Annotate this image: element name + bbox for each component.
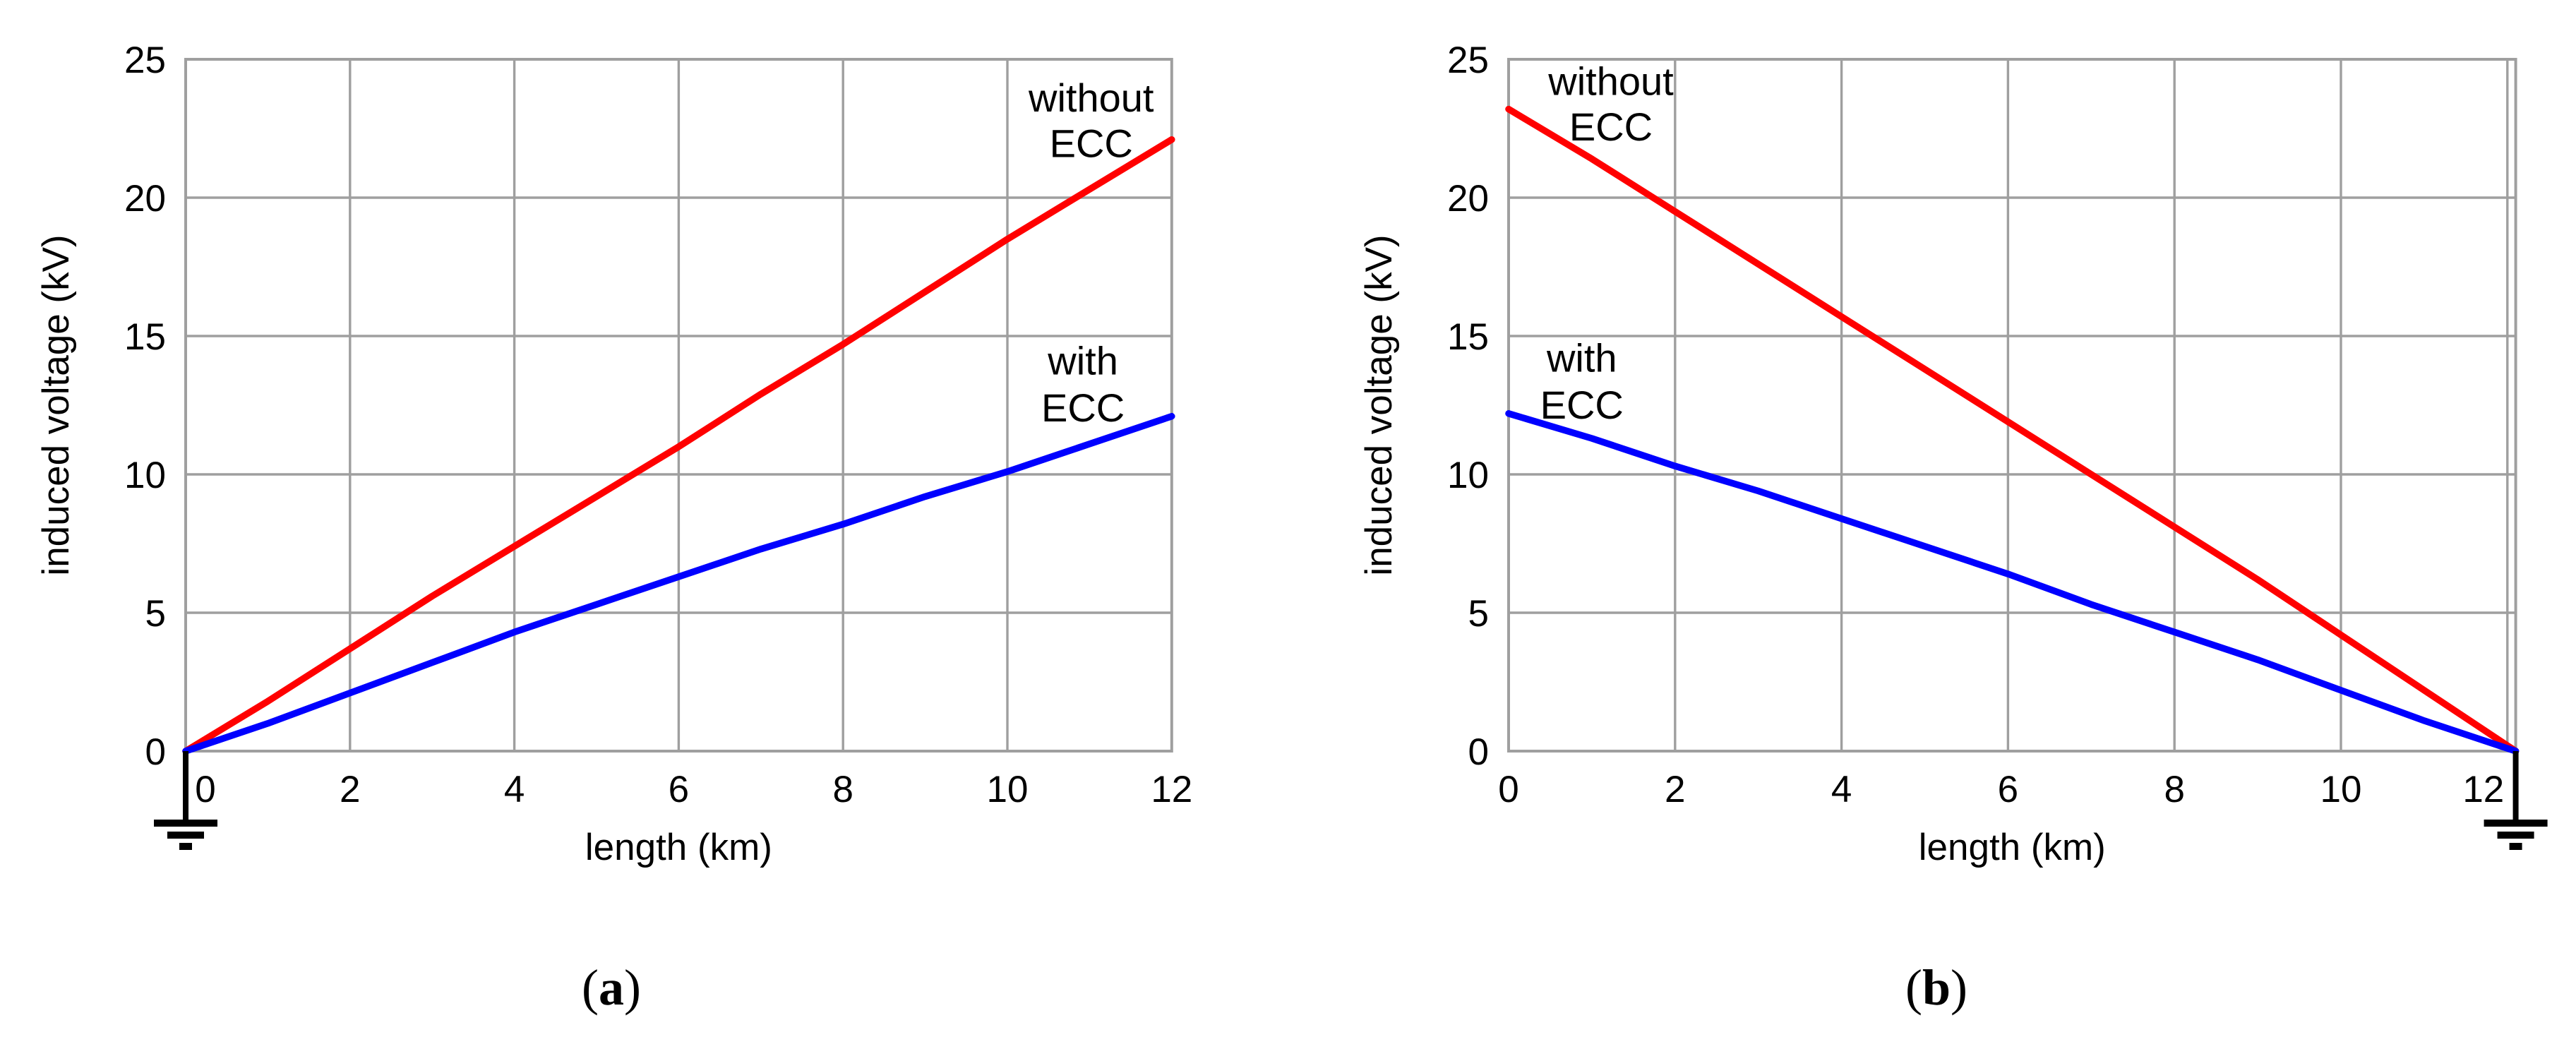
x-tick-label-0: 0 (1498, 769, 1518, 810)
y-tick-label-0: 0 (145, 731, 166, 773)
y-axis-title: induced voltage (kV) (1358, 234, 1400, 575)
y-tick-label-20: 20 (1447, 178, 1489, 220)
y-tick-label-20: 20 (124, 178, 166, 220)
chart-b: 0 2 4 6 8 10 12 0 5 10 15 20 25 length (km) induced vo… (1358, 40, 2548, 1016)
x-tick-label-6: 6 (1998, 769, 2018, 810)
x-tick-label-10: 10 (2320, 769, 2362, 810)
x-axis-title: length (km) (585, 827, 772, 868)
figure-caption-b: (b) (1905, 959, 1967, 1016)
series-line-with-ecc (182, 412, 1175, 755)
annotation-line-ecc: ECC (1041, 385, 1125, 430)
x-axis-title: length (km) (1919, 827, 2106, 868)
x-tick-label-2: 2 (340, 769, 360, 810)
x-tick-label-12: 12 (2462, 769, 2504, 810)
x-tick-label-8: 8 (832, 769, 853, 810)
annotation-line-with: with (1047, 338, 1118, 383)
x-tick-label-4: 4 (1831, 769, 1852, 810)
x-tick-label-12: 12 (1151, 769, 1192, 810)
plot-border (1507, 58, 2517, 753)
y-tick-label-25: 25 (1447, 40, 1489, 81)
annotation-line-without: without (1028, 76, 1154, 120)
x-tick-label-8: 8 (2164, 769, 2184, 810)
ground-symbol (154, 751, 217, 850)
y-tick-label-5: 5 (1468, 593, 1489, 635)
y-tick-label-5: 5 (145, 593, 166, 635)
series-line-without-ecc (1505, 105, 2520, 755)
chart-a-plot: 0 2 4 6 8 10 12 0 5 10 15 20 25 length (km) induced vo… (35, 40, 1192, 868)
x-tick-label-10: 10 (987, 769, 1029, 810)
y-tick-label-10: 10 (124, 455, 166, 496)
annotation-line-ecc: ECC (1050, 121, 1133, 166)
y-axis-title: induced voltage (kV) (35, 234, 77, 575)
annotation-line-ecc: ECC (1569, 104, 1653, 149)
x-tick-label-0: 0 (195, 769, 215, 810)
x-tick-label-6: 6 (669, 769, 689, 810)
figure-caption-a: (a) (582, 959, 641, 1016)
annotation-line-ecc: ECC (1540, 383, 1624, 427)
series-line-without-ecc (182, 136, 1175, 755)
y-tick-label-15: 15 (124, 316, 166, 358)
x-tick-label-4: 4 (504, 769, 525, 810)
chart-b-plot: 0 2 4 6 8 10 12 0 5 10 15 20 25 length (km) induced vo… (1358, 40, 2548, 868)
plot-border (184, 58, 1173, 753)
x-tick-label-2: 2 (1665, 769, 1685, 810)
y-tick-label-0: 0 (1468, 731, 1489, 773)
series-line-with-ecc (1505, 410, 2520, 755)
y-tick-label-25: 25 (124, 40, 166, 81)
y-tick-label-15: 15 (1447, 316, 1489, 358)
annotation-line-with: with (1546, 335, 1617, 380)
ground-symbol (2484, 751, 2548, 850)
chart-a: 0 2 4 6 8 10 12 0 5 10 15 20 25 length (km) induced vo… (35, 40, 1192, 1016)
annotation-line-without: without (1547, 59, 1674, 103)
y-tick-label-10: 10 (1447, 455, 1489, 496)
